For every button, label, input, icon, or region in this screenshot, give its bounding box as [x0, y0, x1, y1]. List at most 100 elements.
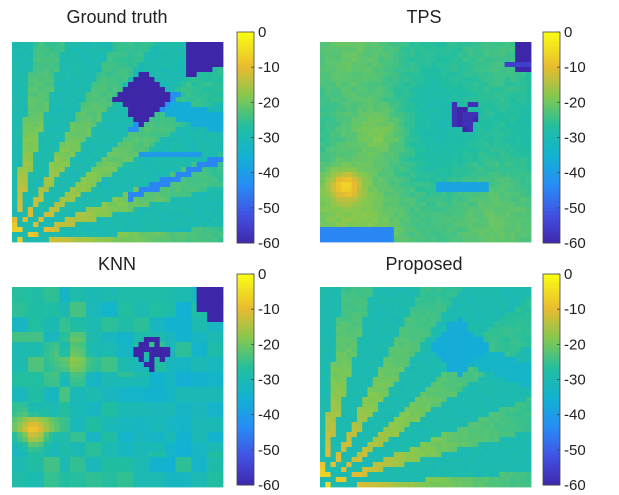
heatmap-cell: [404, 197, 411, 203]
heatmap-cell: [351, 197, 358, 203]
heatmap-cell: [38, 447, 45, 453]
heatmap-cell: [43, 177, 50, 183]
heatmap-cell: [430, 157, 437, 163]
heatmap-cell: [38, 207, 45, 213]
heatmap-cell: [138, 157, 145, 163]
heatmap-cell: [372, 207, 379, 213]
heatmap-cell: [207, 102, 213, 108]
heatmap-cell: [70, 172, 76, 178]
heatmap-cell: [149, 102, 155, 108]
heatmap-cell: [515, 107, 521, 113]
heatmap-cell: [143, 442, 150, 448]
heatmap-cell: [101, 342, 108, 348]
heatmap-cell: [525, 167, 532, 173]
heatmap-cell: [59, 107, 66, 113]
heatmap-cell: [85, 307, 92, 313]
heatmap-cell: [143, 317, 150, 323]
heatmap-cell: [196, 67, 203, 73]
heatmap-cell: [112, 122, 118, 128]
heatmap-cell: [22, 207, 29, 213]
heatmap-cell: [372, 77, 379, 83]
heatmap-cell: [91, 222, 97, 228]
heatmap-cell: [525, 42, 532, 48]
heatmap-cell: [170, 207, 176, 213]
heatmap-cell: [164, 322, 171, 328]
heatmap-cell: [43, 442, 50, 448]
heatmap-cell: [404, 112, 411, 118]
heatmap-cell: [91, 127, 97, 133]
heatmap-cell: [191, 192, 198, 198]
heatmap-cell: [504, 212, 511, 218]
heatmap-cell: [372, 142, 379, 148]
heatmap-cell: [207, 412, 213, 418]
heatmap-cell: [22, 402, 29, 408]
heatmap-cell: [372, 217, 379, 223]
heatmap-cell: [196, 42, 203, 48]
heatmap-cell: [393, 157, 400, 163]
heatmap-cell: [48, 372, 55, 378]
heatmap-cell: [85, 127, 92, 133]
heatmap-cell: [101, 437, 108, 443]
heatmap-cell: [85, 122, 92, 128]
heatmap-cell: [320, 127, 326, 133]
heatmap-cell: [420, 82, 426, 88]
heatmap-cell: [17, 162, 23, 168]
heatmap-cell: [378, 207, 384, 213]
heatmap-cell: [27, 212, 34, 218]
heatmap-cell: [64, 182, 71, 188]
heatmap-cell: [320, 42, 326, 48]
heatmap-cell: [191, 232, 198, 238]
heatmap-cell: [191, 332, 198, 338]
heatmap-cell: [196, 292, 203, 298]
heatmap-cell: [43, 237, 50, 243]
heatmap-cell: [159, 177, 166, 183]
heatmap-cell: [175, 392, 182, 398]
heatmap-cell: [436, 212, 442, 218]
heatmap-cell: [80, 437, 87, 443]
heatmap-cell: [436, 127, 442, 133]
heatmap-cell: [499, 47, 506, 53]
heatmap-cell: [70, 347, 76, 353]
heatmap-cell: [467, 152, 474, 158]
heatmap-cell: [499, 62, 506, 68]
heatmap-cell: [346, 192, 353, 198]
heatmap-cell: [27, 432, 34, 438]
heatmap-cell: [133, 407, 139, 413]
heatmap-cell: [441, 187, 447, 193]
heatmap-cell: [196, 392, 203, 398]
heatmap-cell: [472, 87, 479, 93]
heatmap-cell: [351, 117, 358, 123]
heatmap-cell: [117, 52, 124, 58]
heatmap-cell: [48, 142, 55, 148]
heatmap-cell: [91, 447, 97, 453]
heatmap-cell: [356, 147, 363, 153]
heatmap-cell: [133, 427, 139, 433]
heatmap-cell: [143, 197, 150, 203]
heatmap-cell: [499, 222, 506, 228]
heatmap-cell: [436, 67, 442, 73]
heatmap-cell: [425, 142, 432, 148]
heatmap-cell: [425, 207, 432, 213]
heatmap-cell: [351, 82, 358, 88]
heatmap-cell: [504, 87, 511, 93]
heatmap-cell: [367, 227, 374, 233]
colorbar-segment: [237, 46, 254, 51]
heatmap-cell: [420, 42, 426, 48]
heatmap-cell: [43, 287, 50, 293]
heatmap-cell: [12, 167, 18, 173]
heatmap-cell: [64, 217, 71, 223]
heatmap-cell: [186, 402, 192, 408]
heatmap-cell: [80, 397, 87, 403]
heatmap-cell: [207, 312, 213, 318]
heatmap-cell: [425, 127, 432, 133]
heatmap-cell: [170, 142, 176, 148]
heatmap-cell: [399, 82, 405, 88]
heatmap-cell: [446, 212, 453, 218]
heatmap-cell: [186, 127, 192, 133]
heatmap-cell: [128, 42, 134, 48]
heatmap-cell: [430, 217, 437, 223]
heatmap-cell: [462, 217, 469, 223]
heatmap-cell: [409, 222, 416, 228]
heatmap-cell: [525, 157, 532, 163]
heatmap-cell: [101, 302, 108, 308]
